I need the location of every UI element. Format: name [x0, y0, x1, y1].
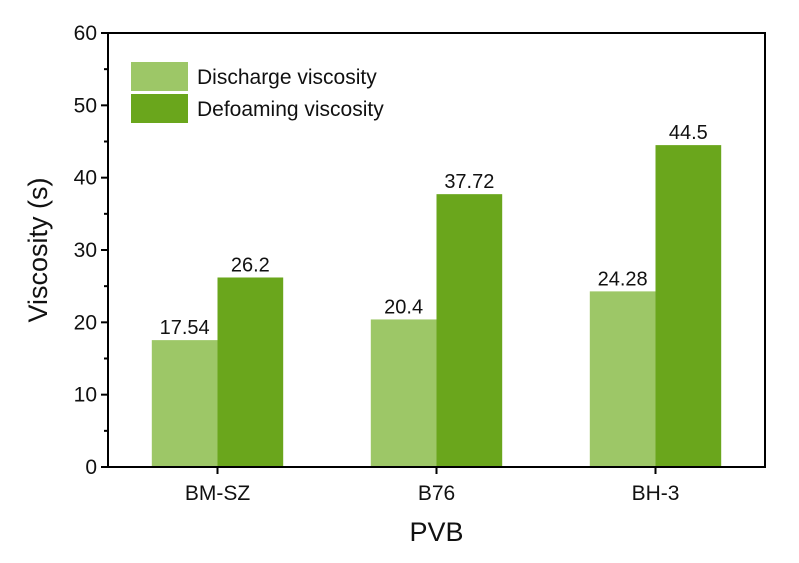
data-labels-layer: 17.54 26.2 20.4 37.72 24.28 44.5 [160, 122, 708, 339]
data-label: 37.72 [444, 171, 494, 193]
data-label: 26.2 [231, 254, 270, 276]
y-tick-label: 30 [74, 239, 97, 262]
data-label: 24.28 [598, 268, 648, 290]
y-tick-label: 0 [85, 456, 97, 479]
data-label: 20.4 [384, 296, 423, 318]
y-axis-title: Viscosity (s) [23, 177, 53, 322]
bar-b76-series-2 [436, 194, 503, 467]
x-tick-label: B76 [418, 482, 455, 505]
y-axis: 0 10 20 30 40 50 60 [74, 22, 108, 479]
legend-label: Defoaming viscosity [197, 98, 384, 121]
bars-layer [151, 145, 722, 467]
legend-swatch [131, 62, 188, 91]
y-tick-label: 50 [74, 94, 97, 117]
y-tick-label: 40 [74, 167, 97, 190]
bar-bh-3-series-2 [655, 145, 722, 467]
x-tick-label: BM-SZ [185, 482, 251, 505]
bar-b76-series-1 [370, 319, 437, 467]
bar-bm-sz-series-2 [217, 277, 284, 467]
x-tick-label: BH-3 [632, 482, 680, 505]
y-tick-label: 60 [74, 22, 97, 45]
legend: Discharge viscosity Defoaming viscosity [131, 62, 384, 123]
x-axis-title: PVB [409, 517, 463, 547]
data-label: 17.54 [160, 317, 210, 339]
legend-swatch [131, 94, 188, 123]
bar-bh-3-series-1 [589, 291, 656, 467]
bar-bm-sz-series-1 [151, 340, 218, 467]
y-tick-label: 20 [74, 311, 97, 334]
x-axis: BM-SZ B76 BH-3 [185, 467, 680, 505]
data-label: 44.5 [669, 122, 708, 144]
y-tick-label: 10 [74, 384, 97, 407]
legend-label: Discharge viscosity [197, 66, 377, 89]
